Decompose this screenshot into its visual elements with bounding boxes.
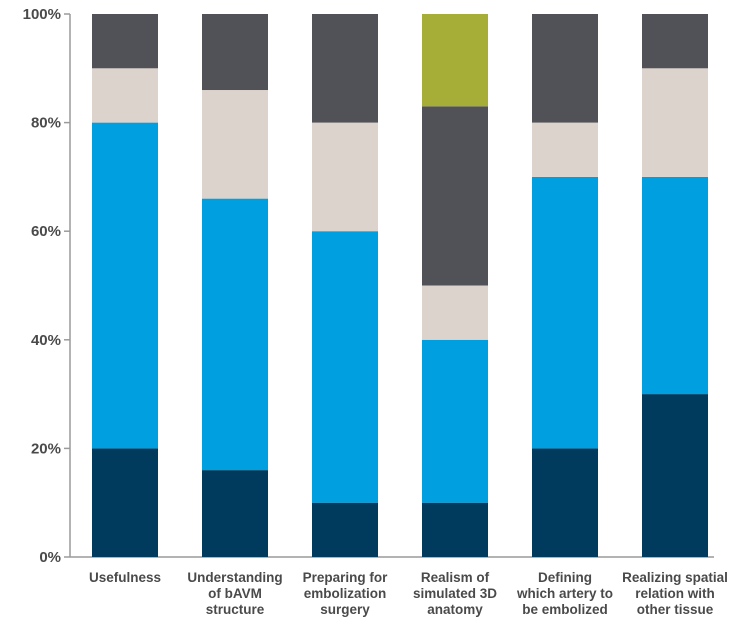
bar-segment (422, 339, 488, 503)
bar-segment (312, 502, 378, 557)
bar-segment (532, 448, 598, 557)
bar-segment (642, 68, 708, 177)
x-category-label: structure (206, 602, 265, 617)
x-category-label: Defining (538, 570, 592, 585)
x-category-label: Realism of (421, 570, 490, 585)
x-category-label: Usefulness (89, 570, 161, 585)
x-category-label: simulated 3D (413, 586, 497, 601)
y-tick-label: 60% (31, 223, 61, 240)
bar-segment (92, 68, 158, 123)
bar-segment (312, 231, 378, 503)
x-category-label: which artery to (516, 586, 613, 601)
y-tick-label: 80% (31, 115, 61, 132)
x-category-label: relation with (635, 586, 715, 601)
x-category-label: be embolized (522, 602, 608, 617)
bar-segment (642, 176, 708, 395)
bar-segment (202, 470, 268, 557)
bar-segment (92, 448, 158, 557)
bar-segment (422, 14, 488, 107)
bar-segment (532, 122, 598, 177)
y-tick-label: 100% (23, 6, 61, 23)
y-tick-label: 40% (31, 332, 61, 349)
x-category-label: surgery (320, 602, 370, 617)
bar-segment (92, 122, 158, 449)
bar-segment (532, 14, 598, 123)
bar-segment (422, 106, 488, 286)
x-category-label: other tissue (637, 602, 714, 617)
axes (69, 14, 714, 558)
bar-segment (202, 90, 268, 199)
bar-segment (312, 14, 378, 123)
bar-segment (422, 285, 488, 340)
bar-segment (532, 176, 598, 449)
bar-segment (312, 122, 378, 232)
x-category-label: embolization (304, 586, 387, 601)
bar-segment (202, 198, 268, 471)
bar-segment (422, 502, 488, 557)
x-category-label: anatomy (427, 602, 483, 617)
bar-segment (202, 14, 268, 91)
y-tick-label: 0% (39, 549, 61, 566)
x-category-label: Preparing for (303, 570, 389, 585)
bar-segment (642, 394, 708, 557)
bar-segment (92, 14, 158, 69)
y-axis-ticks: 0% 20% 40% 60% 80% 100% (23, 6, 70, 566)
x-category-label: Realizing spatial (622, 570, 728, 585)
bar-segment (642, 14, 708, 69)
x-category-label: Understanding (187, 570, 282, 585)
y-tick-label: 20% (31, 440, 61, 457)
x-category-label: of bAVM (208, 586, 262, 601)
bars (92, 14, 708, 557)
